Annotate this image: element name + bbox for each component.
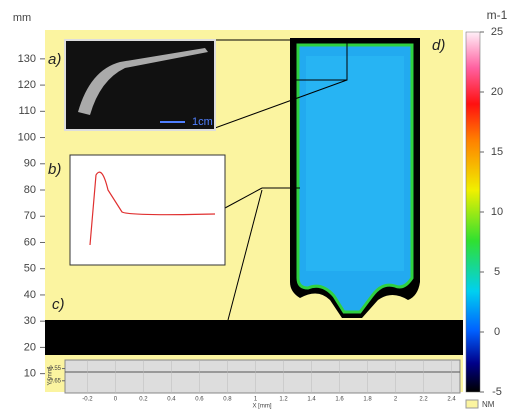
y-tick-label: 60	[24, 236, 36, 248]
legend-label: NM	[482, 400, 495, 409]
strip-x-tick-label: 0	[114, 397, 118, 403]
colorbar-tick-label: 10	[491, 206, 503, 218]
strip-x-tick-label: 0.8	[223, 397, 232, 403]
y-tick-label: 70	[24, 210, 36, 222]
y-tick-label: 110	[18, 105, 36, 117]
y-tick-label: 90	[24, 158, 36, 170]
sample-interior	[306, 56, 404, 271]
colorbar-tick-label: 5	[494, 266, 500, 278]
strip-x-tick-label: 1	[254, 397, 258, 403]
strip-x-tick-label: 0.4	[167, 397, 176, 403]
legend-swatch	[466, 400, 478, 408]
strip-y-label: Y [mm]	[48, 366, 54, 385]
strip-x-tick-label: 2.2	[419, 397, 428, 403]
colorbar	[466, 32, 480, 392]
y-tick-label: 80	[24, 184, 36, 196]
colorbar-tick-label: 15	[491, 146, 503, 158]
strip-x-tick-label: 0.6	[195, 397, 204, 403]
strip-x-tick-label: 0.2	[139, 397, 148, 403]
strip-x-tick-label: 1.6	[335, 397, 344, 403]
strip-x-tick-label: -0.2	[82, 397, 93, 403]
y-tick-label: 120	[18, 79, 36, 91]
y-tick-label: 20	[24, 341, 36, 353]
y-tick-label: 130	[18, 53, 36, 65]
panel-label: c)	[52, 296, 65, 313]
y-tick-label: 100	[18, 131, 36, 143]
panel-label: d)	[432, 37, 445, 54]
strip-x-tick-label: 1.8	[363, 397, 372, 403]
panel-label: a)	[48, 51, 61, 68]
y-tick-label: 30	[24, 315, 36, 327]
y-axis-label: mm	[13, 12, 31, 24]
strip-x-tick-label: 2.4	[447, 397, 456, 403]
colorbar-tick-label: 20	[491, 86, 503, 98]
colorbar-tick-label: 0	[494, 326, 500, 338]
figure: mm m-1 1cm NM 10203040506070809010011012…	[0, 0, 517, 410]
strip-x-tick-label: 1.2	[279, 397, 288, 403]
colorbar-label: m-1	[487, 8, 508, 22]
strip-x-tick-label: 1.4	[307, 397, 316, 403]
colorbar-tick-label: 25	[491, 26, 503, 38]
strip-image	[45, 320, 463, 355]
y-tick-label: 40	[24, 289, 36, 301]
strip-x-label: X [mm]	[253, 404, 272, 410]
y-tick-label: 10	[24, 368, 36, 380]
strip-x-tick-label: 2	[394, 397, 398, 403]
y-tick-label: 50	[24, 263, 36, 275]
scale-bar-label: 1cm	[192, 116, 213, 128]
panel-label: b)	[48, 161, 61, 178]
colorbar-tick-label: -5	[492, 386, 502, 398]
strip-plot	[65, 360, 460, 393]
